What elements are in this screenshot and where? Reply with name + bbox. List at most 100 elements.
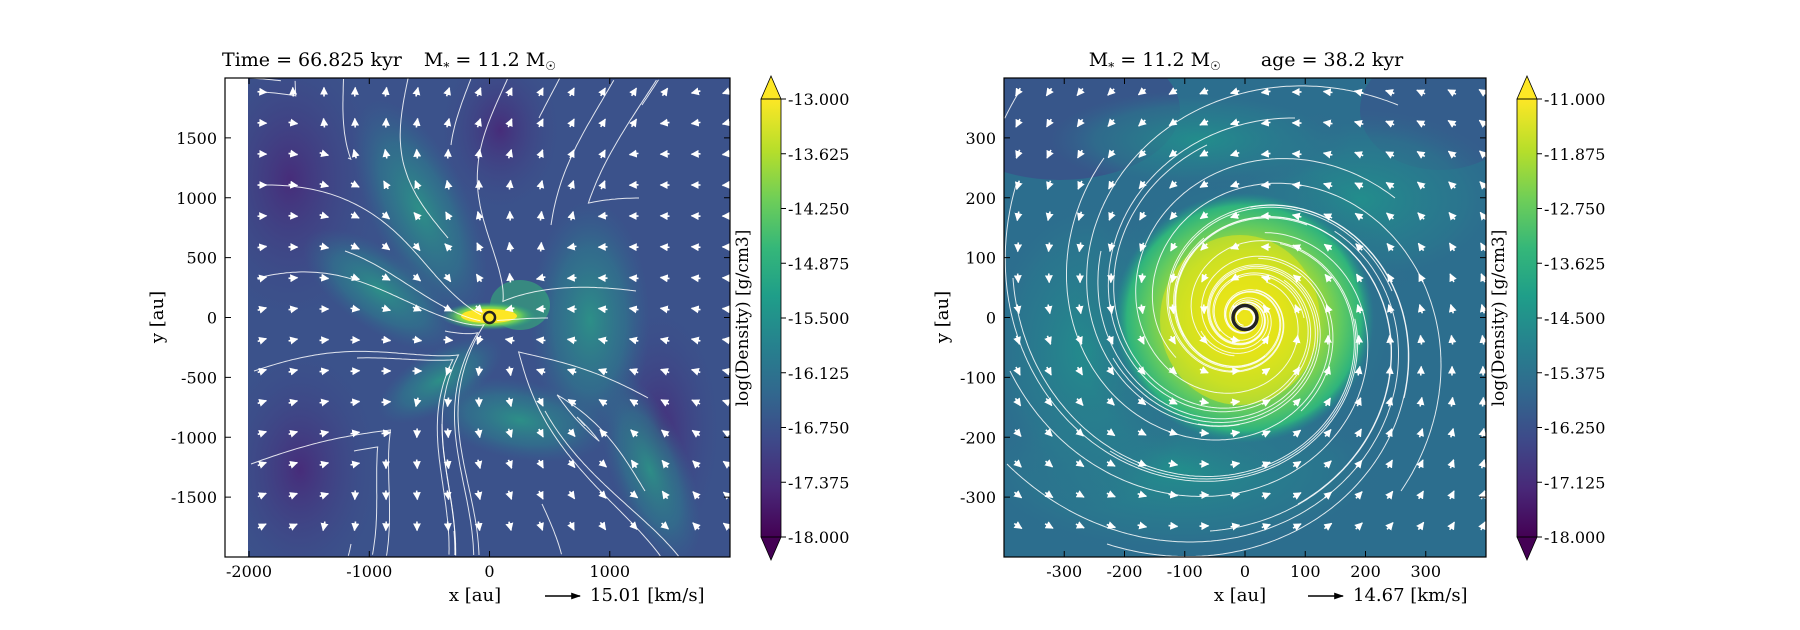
velocity-vector xyxy=(1323,243,1333,252)
velocity-vector xyxy=(629,368,639,376)
velocity-vector xyxy=(1170,242,1178,252)
y-tick-label: -300 xyxy=(960,488,996,507)
velocity-vector xyxy=(1353,88,1364,97)
velocity-vector xyxy=(690,243,701,252)
streamline xyxy=(344,250,481,322)
velocity-vector xyxy=(505,148,514,159)
velocity-vector xyxy=(1480,273,1486,283)
velocity-vector xyxy=(1046,149,1054,159)
velocity-vector xyxy=(319,367,330,376)
velocity-vector xyxy=(1199,180,1209,189)
velocity-vector xyxy=(288,274,299,283)
velocity-vector xyxy=(598,118,606,128)
velocity-vector xyxy=(690,87,701,96)
y-tick-label: 300 xyxy=(965,129,996,148)
velocity-vector xyxy=(1013,397,1022,407)
velocity-vector xyxy=(319,180,330,189)
velocity-vector xyxy=(1076,118,1085,128)
velocity-vector xyxy=(536,179,545,190)
velocity-vector xyxy=(1262,304,1271,314)
velocity-vector xyxy=(1261,461,1271,469)
colorbar-tick-label: -15.500 xyxy=(788,309,849,328)
velocity-vector xyxy=(1230,429,1241,438)
velocity-vector xyxy=(1292,366,1301,376)
colorbar-tick-label: -17.375 xyxy=(788,473,849,492)
velocity-vector xyxy=(1075,428,1085,437)
velocity-vector xyxy=(474,459,483,470)
velocity-vector xyxy=(567,490,576,500)
velocity-vector xyxy=(444,179,453,190)
velocity-vector xyxy=(1075,490,1085,498)
velocity-vector xyxy=(1138,149,1147,158)
velocity-vector xyxy=(566,368,577,376)
velocity-vector xyxy=(1014,242,1023,253)
velocity-vector xyxy=(474,490,483,501)
velocity-vector xyxy=(505,179,514,190)
velocity-vector xyxy=(1353,119,1364,128)
x-tick-label: 200 xyxy=(1350,562,1381,581)
velocity-vector xyxy=(1044,366,1052,376)
streamline xyxy=(453,530,456,556)
velocity-vector xyxy=(1168,118,1178,127)
streamline xyxy=(1168,206,1393,372)
x-tick-label: 1000 xyxy=(589,562,630,581)
velocity-vector xyxy=(1261,523,1271,531)
y-tick-label: -500 xyxy=(181,368,217,387)
streamline xyxy=(476,78,637,303)
streamlines-left xyxy=(248,78,730,557)
velocity-vector xyxy=(1386,334,1395,345)
velocity-vector xyxy=(505,521,514,532)
velocity-vector xyxy=(1448,303,1457,314)
velocity-vector xyxy=(474,118,482,128)
velocity-vector xyxy=(1356,303,1364,314)
velocity-vector xyxy=(288,211,299,220)
velocity-vector xyxy=(257,336,268,345)
velocity-vector xyxy=(1107,242,1116,253)
velocity-vector xyxy=(1106,521,1117,529)
velocity-vector xyxy=(288,523,298,531)
velocity-vector xyxy=(1261,335,1270,345)
colorbar-extend-top-left xyxy=(760,74,782,100)
colorbar-tick-label: -15.375 xyxy=(1544,364,1605,383)
velocity-vector xyxy=(1106,335,1114,345)
velocity-vector xyxy=(1416,181,1426,190)
velocity-vector xyxy=(506,241,515,252)
streamline xyxy=(1107,117,1312,413)
velocity-vector xyxy=(1137,428,1147,436)
velocity-vector xyxy=(1015,149,1023,159)
velocity-vector xyxy=(598,459,608,468)
velocity-vector xyxy=(475,273,484,283)
velocity-vector xyxy=(1044,304,1053,315)
velocity-vector xyxy=(661,490,670,500)
velocity-vector xyxy=(350,460,361,469)
velocity-vector xyxy=(412,86,421,97)
velocity-vector xyxy=(381,86,390,97)
velocity-vector xyxy=(1014,211,1023,222)
colorbar-extend-bottom-right xyxy=(1516,536,1538,562)
velocity-vector xyxy=(660,87,669,97)
velocity-vector xyxy=(1322,182,1333,190)
velocity-vector xyxy=(1106,490,1116,498)
velocity-vector xyxy=(1137,366,1146,375)
velocity-vector xyxy=(1230,211,1240,219)
velocity-vector xyxy=(288,336,299,345)
velocity-vector xyxy=(443,273,452,283)
y-tick-label: 0 xyxy=(986,309,996,328)
velocity-vector xyxy=(1201,273,1209,283)
velocity-vector xyxy=(1447,119,1457,128)
velocity-vector xyxy=(1385,396,1394,407)
velocity-vector xyxy=(629,118,638,128)
velocity-vector xyxy=(1013,304,1022,315)
colorbar-tick-label: -12.750 xyxy=(1544,200,1605,219)
velocity-vector xyxy=(1075,459,1085,468)
velocity-vector xyxy=(1292,274,1302,283)
velocity-vector xyxy=(1106,428,1116,437)
velocity-vector xyxy=(1294,304,1302,314)
velocity-vector xyxy=(443,428,452,439)
streamline xyxy=(641,79,659,106)
velocity-vector xyxy=(629,398,639,407)
x-tick-label: -1000 xyxy=(346,562,392,581)
velocity-vector xyxy=(1292,398,1301,407)
velocity-vector xyxy=(1168,459,1179,468)
